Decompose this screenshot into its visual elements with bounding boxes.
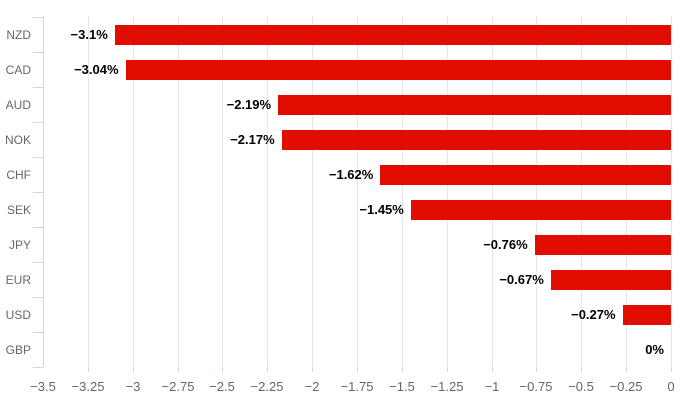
x-axis-tick	[357, 367, 358, 372]
category-label: CAD	[5, 63, 31, 77]
bar-value-label: −0.67%	[499, 272, 544, 287]
bar-value-label: −1.45%	[359, 202, 404, 217]
gridline	[447, 16, 448, 367]
x-tick-label: −3.25	[71, 379, 105, 394]
x-axis-tick	[267, 367, 268, 372]
y-axis-tick	[33, 87, 43, 88]
gridline	[267, 16, 268, 367]
x-axis-tick	[402, 367, 403, 372]
gridline	[312, 16, 313, 367]
gridline	[133, 16, 134, 367]
x-tick-label: −2.75	[161, 379, 195, 394]
category-label: SEK	[6, 203, 31, 217]
bar-value-label: 0%	[645, 342, 664, 357]
gridline	[88, 16, 89, 367]
x-axis-tick	[536, 367, 537, 372]
bar[interactable]	[278, 95, 671, 115]
gridline	[626, 16, 627, 367]
bar[interactable]	[125, 60, 671, 80]
x-axis-tick	[133, 367, 134, 372]
category-label: EUR	[5, 273, 31, 287]
y-axis-tick	[33, 332, 43, 333]
bar-value-label: −3.1%	[70, 27, 108, 42]
bar-value-label: −0.27%	[571, 307, 616, 322]
bar[interactable]	[622, 305, 671, 325]
x-tick-label: −2	[304, 379, 320, 394]
y-axis-tick	[33, 192, 43, 193]
x-axis-tick	[671, 367, 672, 372]
gridline	[671, 16, 672, 367]
gridline	[492, 16, 493, 367]
bar-value-label: −2.19%	[226, 97, 272, 112]
x-tick-label: −0.75	[519, 379, 553, 394]
category-label: AUD	[5, 98, 31, 112]
x-axis-tick	[88, 367, 89, 372]
y-axis-line	[43, 16, 44, 367]
category-label: USD	[5, 308, 31, 322]
x-axis-tick	[626, 367, 627, 372]
gridline	[357, 16, 358, 367]
gridline	[536, 16, 537, 367]
x-tick-label: −1.25	[430, 379, 464, 394]
bar-value-label: −1.62%	[328, 167, 374, 182]
x-tick-label: −3.5	[30, 379, 56, 394]
bar[interactable]	[281, 130, 671, 150]
x-tick-label: −3	[125, 379, 141, 394]
category-label: CHF	[6, 168, 31, 182]
category-label: NZD	[6, 28, 31, 42]
bar[interactable]	[534, 235, 671, 255]
bar[interactable]	[114, 25, 671, 45]
gridline	[178, 16, 179, 367]
x-tick-label: −1	[484, 379, 500, 394]
x-tick-label: −2.25	[250, 379, 284, 394]
y-axis-tick	[33, 157, 43, 158]
x-axis-tick	[222, 367, 223, 372]
y-axis-tick	[33, 227, 43, 228]
x-tick-label: 0	[667, 379, 675, 394]
category-label: NOK	[4, 133, 31, 147]
x-tick-label: −1.75	[340, 379, 374, 394]
bar[interactable]	[410, 200, 671, 220]
x-tick-label: −0.25	[609, 379, 643, 394]
y-axis-tick	[33, 122, 43, 123]
y-axis-tick	[33, 17, 43, 18]
x-tick-label: −2.5	[209, 379, 235, 394]
x-tick-label: −0.5	[568, 379, 594, 394]
y-axis-tick	[33, 262, 43, 263]
x-axis-tick	[178, 367, 179, 372]
bar-value-label: −2.17%	[230, 132, 275, 147]
x-axis-tick	[492, 367, 493, 372]
bar-value-label: −0.76%	[483, 237, 528, 252]
bar[interactable]	[380, 165, 671, 185]
bar[interactable]	[550, 270, 671, 290]
y-axis-tick	[33, 297, 43, 298]
y-axis-tick	[33, 367, 43, 368]
gridline	[581, 16, 582, 367]
bar-value-label: −3.04%	[74, 62, 119, 77]
x-axis-tick	[581, 367, 582, 372]
x-axis-tick	[312, 367, 313, 372]
category-label: GBP	[5, 343, 31, 357]
x-tick-label: −1.5	[389, 379, 415, 394]
gridline	[222, 16, 223, 367]
category-label: JPY	[8, 238, 31, 252]
gridline	[402, 16, 403, 367]
x-axis-tick	[447, 367, 448, 372]
y-axis-tick	[33, 52, 43, 53]
